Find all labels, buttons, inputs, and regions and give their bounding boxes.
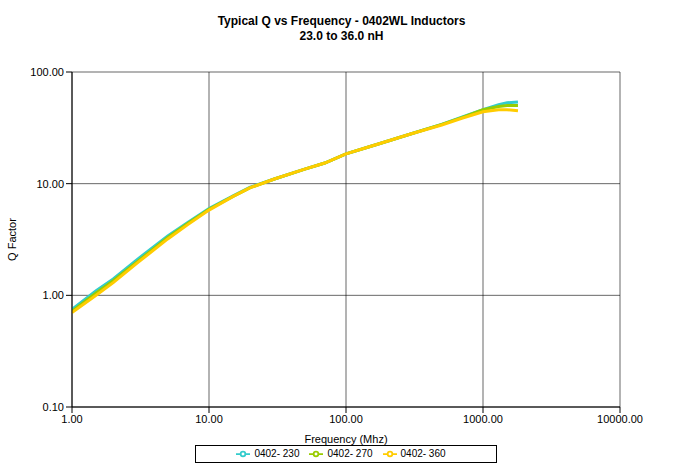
svg-text:10.00: 10.00 bbox=[36, 178, 64, 190]
svg-text:1000.00: 1000.00 bbox=[463, 413, 503, 425]
svg-text:10000.00: 10000.00 bbox=[597, 413, 643, 425]
svg-text:1.00: 1.00 bbox=[43, 289, 64, 301]
html-text:0402- 230: 0402- 230 bbox=[254, 447, 300, 459]
svg-text:1.00: 1.00 bbox=[61, 413, 82, 425]
svg-text:10.00: 10.00 bbox=[195, 413, 223, 425]
svg-text:100.00: 100.00 bbox=[30, 66, 64, 78]
html-text:0402- 360: 0402- 360 bbox=[400, 447, 446, 459]
svg-text:Frequency (Mhz): Frequency (Mhz) bbox=[304, 433, 387, 445]
html-text:Typical Q vs Frequency - 0402W: Typical Q vs Frequency - 0402WL Inductor… bbox=[217, 14, 466, 28]
svg-text:100.00: 100.00 bbox=[329, 413, 363, 425]
svg-text:Q Factor: Q Factor bbox=[8, 218, 18, 261]
html-text:23.0 to 36.0 nH: 23.0 to 36.0 nH bbox=[299, 29, 384, 43]
html-text:0402- 270: 0402- 270 bbox=[327, 447, 373, 459]
svg-text:0.10: 0.10 bbox=[43, 401, 64, 413]
